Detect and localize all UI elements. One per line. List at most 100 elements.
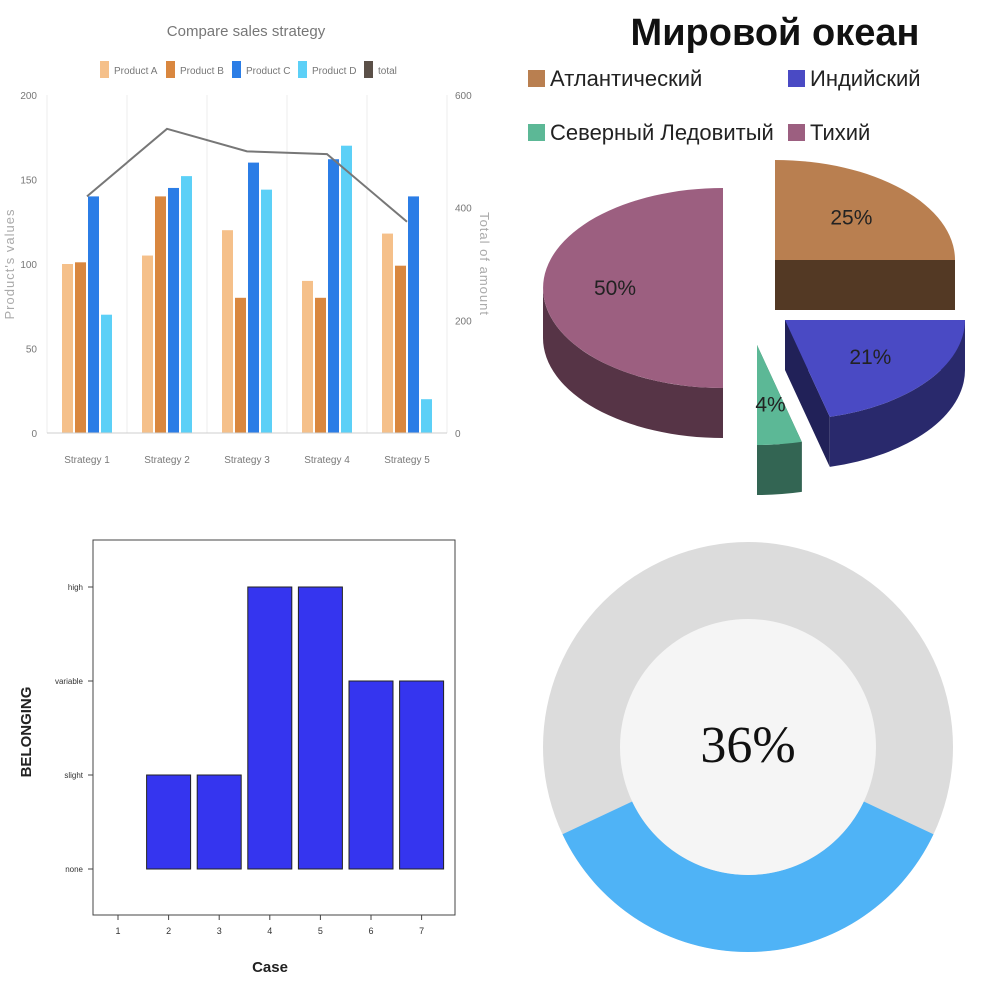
donut-hole <box>620 619 876 875</box>
grid <box>46 95 448 433</box>
pie-slice-side <box>775 260 955 310</box>
world-ocean-chart: Мировой океан Атлантический Индийский Севе… <box>500 0 1000 500</box>
pie-slice <box>543 188 723 388</box>
bar <box>196 774 242 870</box>
legend-label: Product D <box>312 66 356 77</box>
sales-strategy-svg: Compare sales strategy Product A Product … <box>2 23 492 466</box>
legend-swatch <box>788 124 805 141</box>
y2-axis-label: Total of amount <box>477 212 492 316</box>
x-tick-label: 5 <box>318 926 323 936</box>
bar <box>62 264 73 433</box>
pie: 25% 21% 4% 50% <box>543 160 965 495</box>
x-tick-label: Strategy 2 <box>144 455 190 466</box>
pie-slice <box>757 345 802 445</box>
x-tick-label: Strategy 1 <box>64 455 110 466</box>
y2-tick-label: 200 <box>455 316 472 327</box>
x-tick-label: 6 <box>368 926 373 936</box>
pie-slice <box>785 320 965 417</box>
bar <box>408 196 419 433</box>
chart-title: Compare sales strategy <box>167 23 326 40</box>
bar <box>328 159 339 433</box>
pie-slice-label: 50% <box>594 277 636 300</box>
pie-slice-label: 25% <box>830 207 872 230</box>
total-line-path <box>86 127 408 223</box>
bar <box>302 280 313 433</box>
legend-label: Product B <box>180 66 224 77</box>
y-tick-label: none <box>65 865 83 874</box>
legend-label: Тихий <box>810 120 870 145</box>
y-tick-label: 50 <box>26 345 38 356</box>
y-tick-label: 200 <box>20 91 37 102</box>
legend-swatch <box>166 61 175 78</box>
y-tick-label: high <box>68 583 83 592</box>
bar <box>88 196 99 433</box>
bars <box>62 145 432 433</box>
x-tick-label: 4 <box>267 926 272 936</box>
donut <box>543 542 953 952</box>
x-tick-label: 7 <box>419 926 424 936</box>
x-tick-label: Strategy 5 <box>384 455 430 466</box>
x-axis-label: Case <box>252 959 288 976</box>
bar <box>75 262 86 433</box>
legend-label: Индийский <box>810 66 921 91</box>
bar <box>222 230 233 433</box>
bar <box>395 265 406 433</box>
bar <box>146 774 192 870</box>
chart-title: Мировой океан <box>631 12 920 54</box>
donut-svg: 36% <box>543 542 953 952</box>
legend-swatch <box>528 124 545 141</box>
pie-slice <box>775 160 955 260</box>
bar <box>382 233 393 433</box>
belonging-chart: none slight variable high 1 2 3 4 5 6 7 Case BELON… <box>0 500 500 1000</box>
y2-tick-label: 0 <box>455 429 461 440</box>
legend-swatch <box>364 61 373 78</box>
donut-filled <box>562 801 934 952</box>
bar <box>399 680 445 870</box>
pie-slice-edge <box>829 320 965 467</box>
legend-label: total <box>378 66 397 77</box>
y2-tick-label: 400 <box>455 204 472 215</box>
y-axis-label: Product's values <box>2 209 17 320</box>
bar <box>261 189 272 433</box>
bar <box>181 176 192 433</box>
legend-label: Атлантический <box>550 66 702 91</box>
legend-swatch <box>298 61 307 78</box>
donut-center-label: 36% <box>700 717 795 774</box>
legend-swatch <box>100 61 109 78</box>
legend-swatch <box>528 70 545 87</box>
bar <box>101 314 112 433</box>
bar <box>168 187 179 433</box>
world-ocean-svg: Мировой океан Атлантический Индийский Севе… <box>528 12 965 495</box>
bar <box>315 297 326 433</box>
legend: Product A Product B Product C Product D tota… <box>100 61 397 78</box>
y-tick-label: 100 <box>20 260 37 271</box>
bar <box>348 680 394 870</box>
y-axis-label: BELONGING <box>18 687 35 778</box>
legend-label: Product C <box>246 66 290 77</box>
legend-swatch <box>232 61 241 78</box>
pie-slice-label: 21% <box>849 346 891 369</box>
x-tick-label: 3 <box>217 926 222 936</box>
legend-label: Северный Ледовитый <box>550 120 774 145</box>
bar <box>142 255 153 433</box>
x-tick-label: Strategy 4 <box>304 455 350 466</box>
axes: none slight variable high 1 2 3 4 5 6 7 <box>55 583 424 936</box>
y2-tick-label: 600 <box>455 91 472 102</box>
percent-donut-chart: 36% <box>500 500 1000 1000</box>
pie-slice-label: 4% <box>755 394 785 417</box>
axes: 0 50 100 150 200 0 200 400 600 Strategy 1 Strategy… <box>20 91 472 466</box>
bar <box>155 196 166 433</box>
bars <box>146 586 445 870</box>
pie-slice-edge <box>757 441 802 495</box>
y-tick-label: 150 <box>20 176 37 187</box>
bar <box>297 586 343 870</box>
sales-strategy-chart: Compare sales strategy Product A Product … <box>0 0 500 500</box>
total-line <box>86 127 408 223</box>
legend-swatch <box>788 70 805 87</box>
bar <box>235 297 246 433</box>
legend-label: Product A <box>114 66 158 77</box>
y-tick-label: 0 <box>31 429 37 440</box>
bar <box>341 145 352 433</box>
x-tick-label: 1 <box>115 926 120 936</box>
pie-slice-edge <box>543 288 723 438</box>
